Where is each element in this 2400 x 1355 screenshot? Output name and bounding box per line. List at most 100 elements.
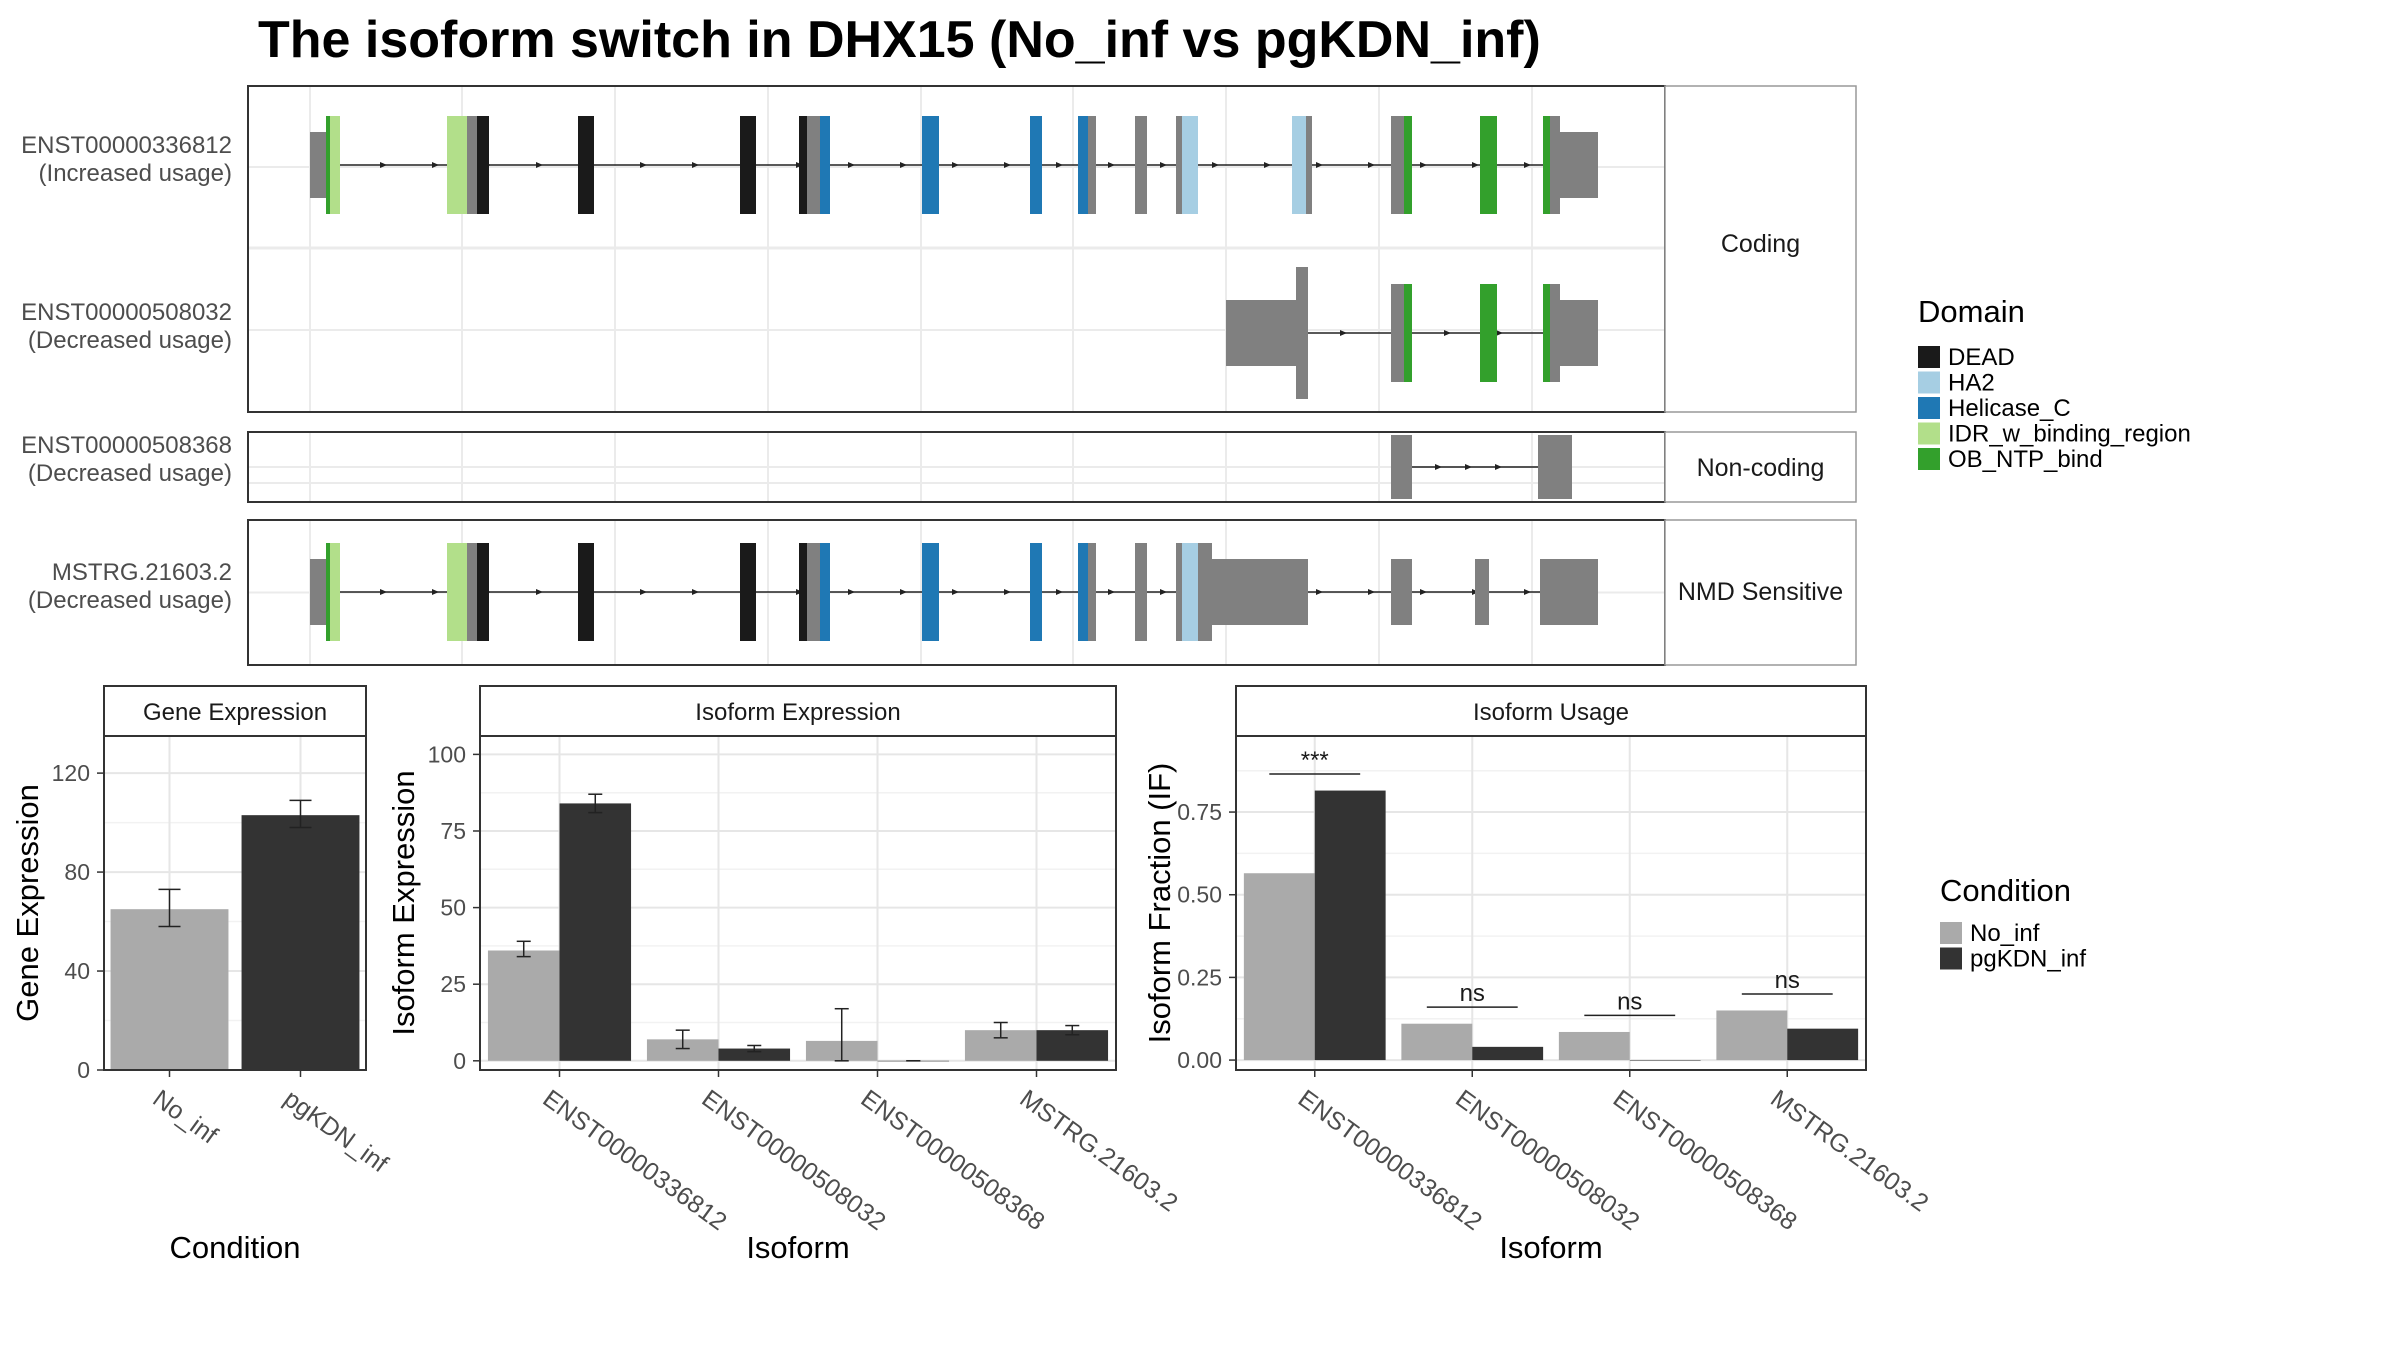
y-tick-label: 50 — [440, 895, 466, 921]
intron-arrow — [900, 162, 907, 168]
x-tick-label: No_inf — [148, 1084, 223, 1149]
utr-block — [1475, 559, 1489, 625]
bar — [646, 1039, 719, 1061]
bar — [559, 803, 632, 1061]
isoform-usage-label: (Increased usage) — [39, 160, 232, 187]
isoform-label: ENST00000508032 — [21, 299, 232, 326]
y-tick-label: 0 — [77, 1057, 90, 1083]
intron-arrow — [1524, 589, 1531, 595]
exon-block — [1182, 543, 1198, 641]
exon-block — [740, 116, 756, 214]
exon-block — [1306, 116, 1312, 214]
intron-arrow — [1495, 464, 1502, 470]
intron-arrow — [1420, 589, 1427, 595]
exon-block — [1480, 116, 1497, 214]
facet-strip-label: NMD Sensitive — [1678, 578, 1843, 606]
exon-block — [330, 543, 340, 641]
y-tick-label: 100 — [428, 741, 466, 767]
exon-block — [922, 116, 939, 214]
legend-domain-swatch — [1918, 422, 1940, 445]
bar — [1243, 873, 1315, 1061]
x-axis-title: Isoform — [746, 1230, 849, 1265]
y-tick-label: 120 — [52, 760, 90, 786]
exon-block — [820, 116, 830, 214]
intron-arrow — [1108, 162, 1115, 168]
y-tick-label: 0.25 — [1177, 964, 1222, 990]
significance-label: ns — [1617, 988, 1642, 1015]
intron-arrow — [1435, 464, 1442, 470]
intron-arrow — [1056, 589, 1063, 595]
exon-block — [807, 116, 820, 214]
intron-arrow — [952, 162, 959, 168]
exon-block — [799, 116, 807, 214]
facet-strip — [1664, 85, 1857, 413]
exon-block — [447, 116, 467, 214]
exon-block — [1088, 116, 1096, 214]
legend-domain-swatch — [1918, 371, 1940, 394]
intron-arrow — [900, 589, 907, 595]
exon-block — [1543, 116, 1550, 214]
utr-block — [1210, 559, 1308, 625]
intron-arrow — [1340, 330, 1347, 336]
intron-arrow — [1160, 589, 1167, 595]
intron-arrow — [1264, 162, 1271, 168]
intron-arrow — [1465, 464, 1472, 470]
isoform-usage-label: (Decreased usage) — [28, 460, 232, 487]
intron-arrow — [380, 589, 387, 595]
facet-strip — [1664, 519, 1857, 666]
exon-block — [1550, 116, 1560, 214]
bar — [487, 950, 560, 1061]
exon-block — [1176, 543, 1182, 641]
significance-label: *** — [1301, 747, 1329, 774]
bar — [1629, 1060, 1701, 1061]
x-tick-label: MSTRG.21603.2 — [1765, 1084, 1933, 1217]
chart-strip — [479, 685, 1117, 737]
exon-block — [1404, 116, 1412, 214]
bar — [1558, 1031, 1630, 1061]
exon-block — [1135, 116, 1147, 214]
bar — [718, 1048, 791, 1061]
intron-arrow — [380, 162, 387, 168]
exon-block — [467, 116, 477, 214]
bar — [1472, 1046, 1544, 1061]
y-axis-title: Gene Expression — [10, 784, 45, 1022]
isoform-label: MSTRG.21603.2 — [52, 559, 232, 586]
intron-arrow — [1316, 162, 1323, 168]
bar — [1314, 790, 1386, 1061]
legend-domain-title: Domain — [1918, 294, 2025, 329]
exon-block — [1030, 543, 1042, 641]
exon-block — [1292, 116, 1306, 214]
intron-arrow — [1368, 162, 1375, 168]
y-axis-title: Isoform Fraction (IF) — [1142, 763, 1177, 1044]
intron-arrow — [848, 162, 855, 168]
exon-block — [799, 543, 807, 641]
utr-block — [1558, 300, 1598, 366]
intron-arrow — [640, 162, 647, 168]
intron-arrow — [1496, 330, 1503, 336]
legend-domain-label: Helicase_C — [1948, 395, 2071, 422]
exon-block — [740, 543, 756, 641]
bar — [110, 909, 229, 1070]
exon-block — [1088, 543, 1096, 641]
legend-domain-label: IDR_w_binding_region — [1948, 421, 2191, 448]
y-tick-label: 0 — [453, 1048, 466, 1074]
isoform-usage-label: (Decreased usage) — [28, 327, 232, 354]
x-tick-label: MSTRG.21603.2 — [1015, 1084, 1183, 1217]
intron-arrow — [1160, 162, 1167, 168]
exon-block — [578, 116, 594, 214]
intron-arrow — [952, 589, 959, 595]
exon-block — [1176, 116, 1182, 214]
exon-block — [1182, 116, 1198, 214]
bar — [1716, 1010, 1788, 1061]
y-tick-label: 25 — [440, 971, 466, 997]
x-tick-label: pgKDN_inf — [279, 1084, 393, 1178]
facet-strip-label: Coding — [1721, 230, 1800, 258]
x-axis-title: Isoform — [1499, 1230, 1602, 1265]
y-tick-label: 80 — [64, 859, 90, 885]
chart-strip-label: Isoform Usage — [1473, 699, 1629, 726]
intron-arrow — [640, 589, 647, 595]
utr-block — [1558, 132, 1598, 198]
intron-arrow — [1368, 589, 1375, 595]
legend-condition-label: No_inf — [1970, 920, 2040, 947]
